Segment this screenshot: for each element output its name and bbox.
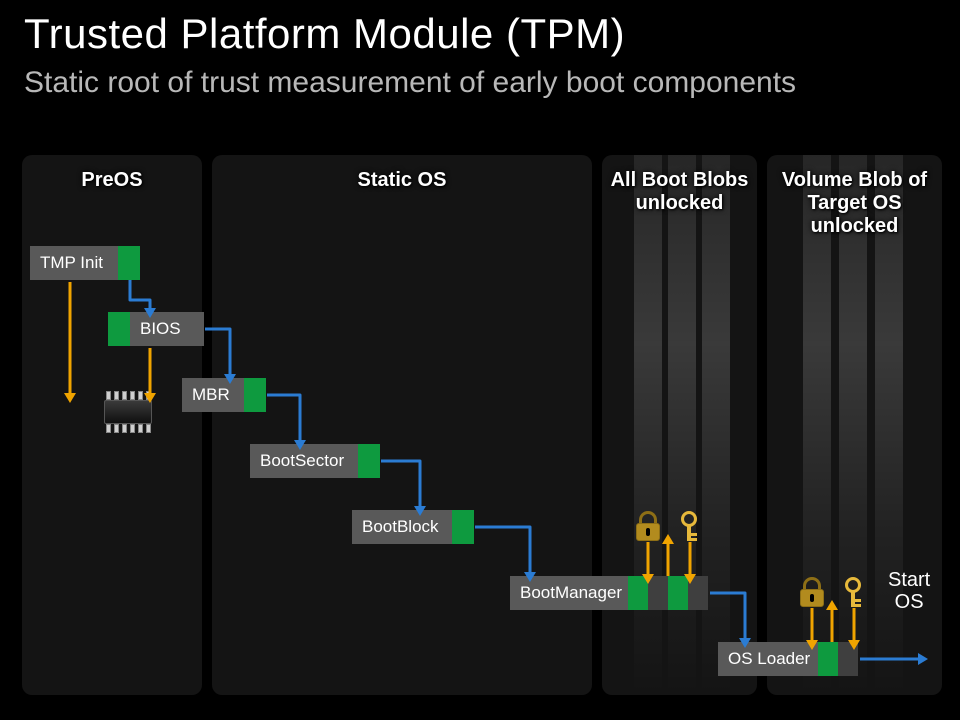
box-mbr: MBR	[182, 378, 266, 412]
start-os-line2: OS	[888, 591, 930, 613]
box-osloader: OS Loader	[718, 642, 858, 676]
start-os-label: StartOS	[888, 569, 930, 613]
box-label-bootmanager: BootManager	[510, 576, 628, 610]
box-label-bootsector: BootSector	[250, 444, 358, 478]
panel-title-staticos: Static OS	[212, 169, 592, 192]
lock-icon	[800, 577, 824, 607]
box-label-bootblock: BootBlock	[352, 510, 452, 544]
panel-title-preos: PreOS	[22, 169, 202, 192]
tpm-chip-icon	[96, 392, 160, 432]
key-icon	[678, 511, 700, 541]
page-title: Trusted Platform Module (TPM)	[24, 10, 625, 58]
box-label-bios: BIOS	[130, 312, 204, 346]
page-subtitle: Static root of trust measurement of earl…	[24, 66, 796, 100]
box-label-tmpinit: TMP Init	[30, 246, 118, 280]
start-os-line1: Start	[888, 569, 930, 591]
panel-staticos: Static OS	[212, 155, 592, 695]
panel-title-bootblobs: All Boot Blobs unlocked	[602, 169, 757, 215]
box-bootmanager: BootManager	[510, 576, 708, 610]
lock-icon	[636, 511, 660, 541]
box-bootblock: BootBlock	[352, 510, 474, 544]
box-bios: BIOS	[108, 312, 204, 346]
panel-title-volumeblob: Volume Blob of Target OS unlocked	[767, 169, 942, 238]
box-bootsector: BootSector	[250, 444, 380, 478]
panel-volumeblob: Volume Blob of Target OS unlocked	[767, 155, 942, 695]
box-tmpinit: TMP Init	[30, 246, 140, 280]
diagram-stage: Trusted Platform Module (TPM) Static roo…	[0, 0, 960, 720]
box-label-osloader: OS Loader	[718, 642, 818, 676]
panel-bootblobs: All Boot Blobs unlocked	[602, 155, 757, 695]
key-icon	[842, 577, 864, 607]
box-label-mbr: MBR	[182, 378, 244, 412]
